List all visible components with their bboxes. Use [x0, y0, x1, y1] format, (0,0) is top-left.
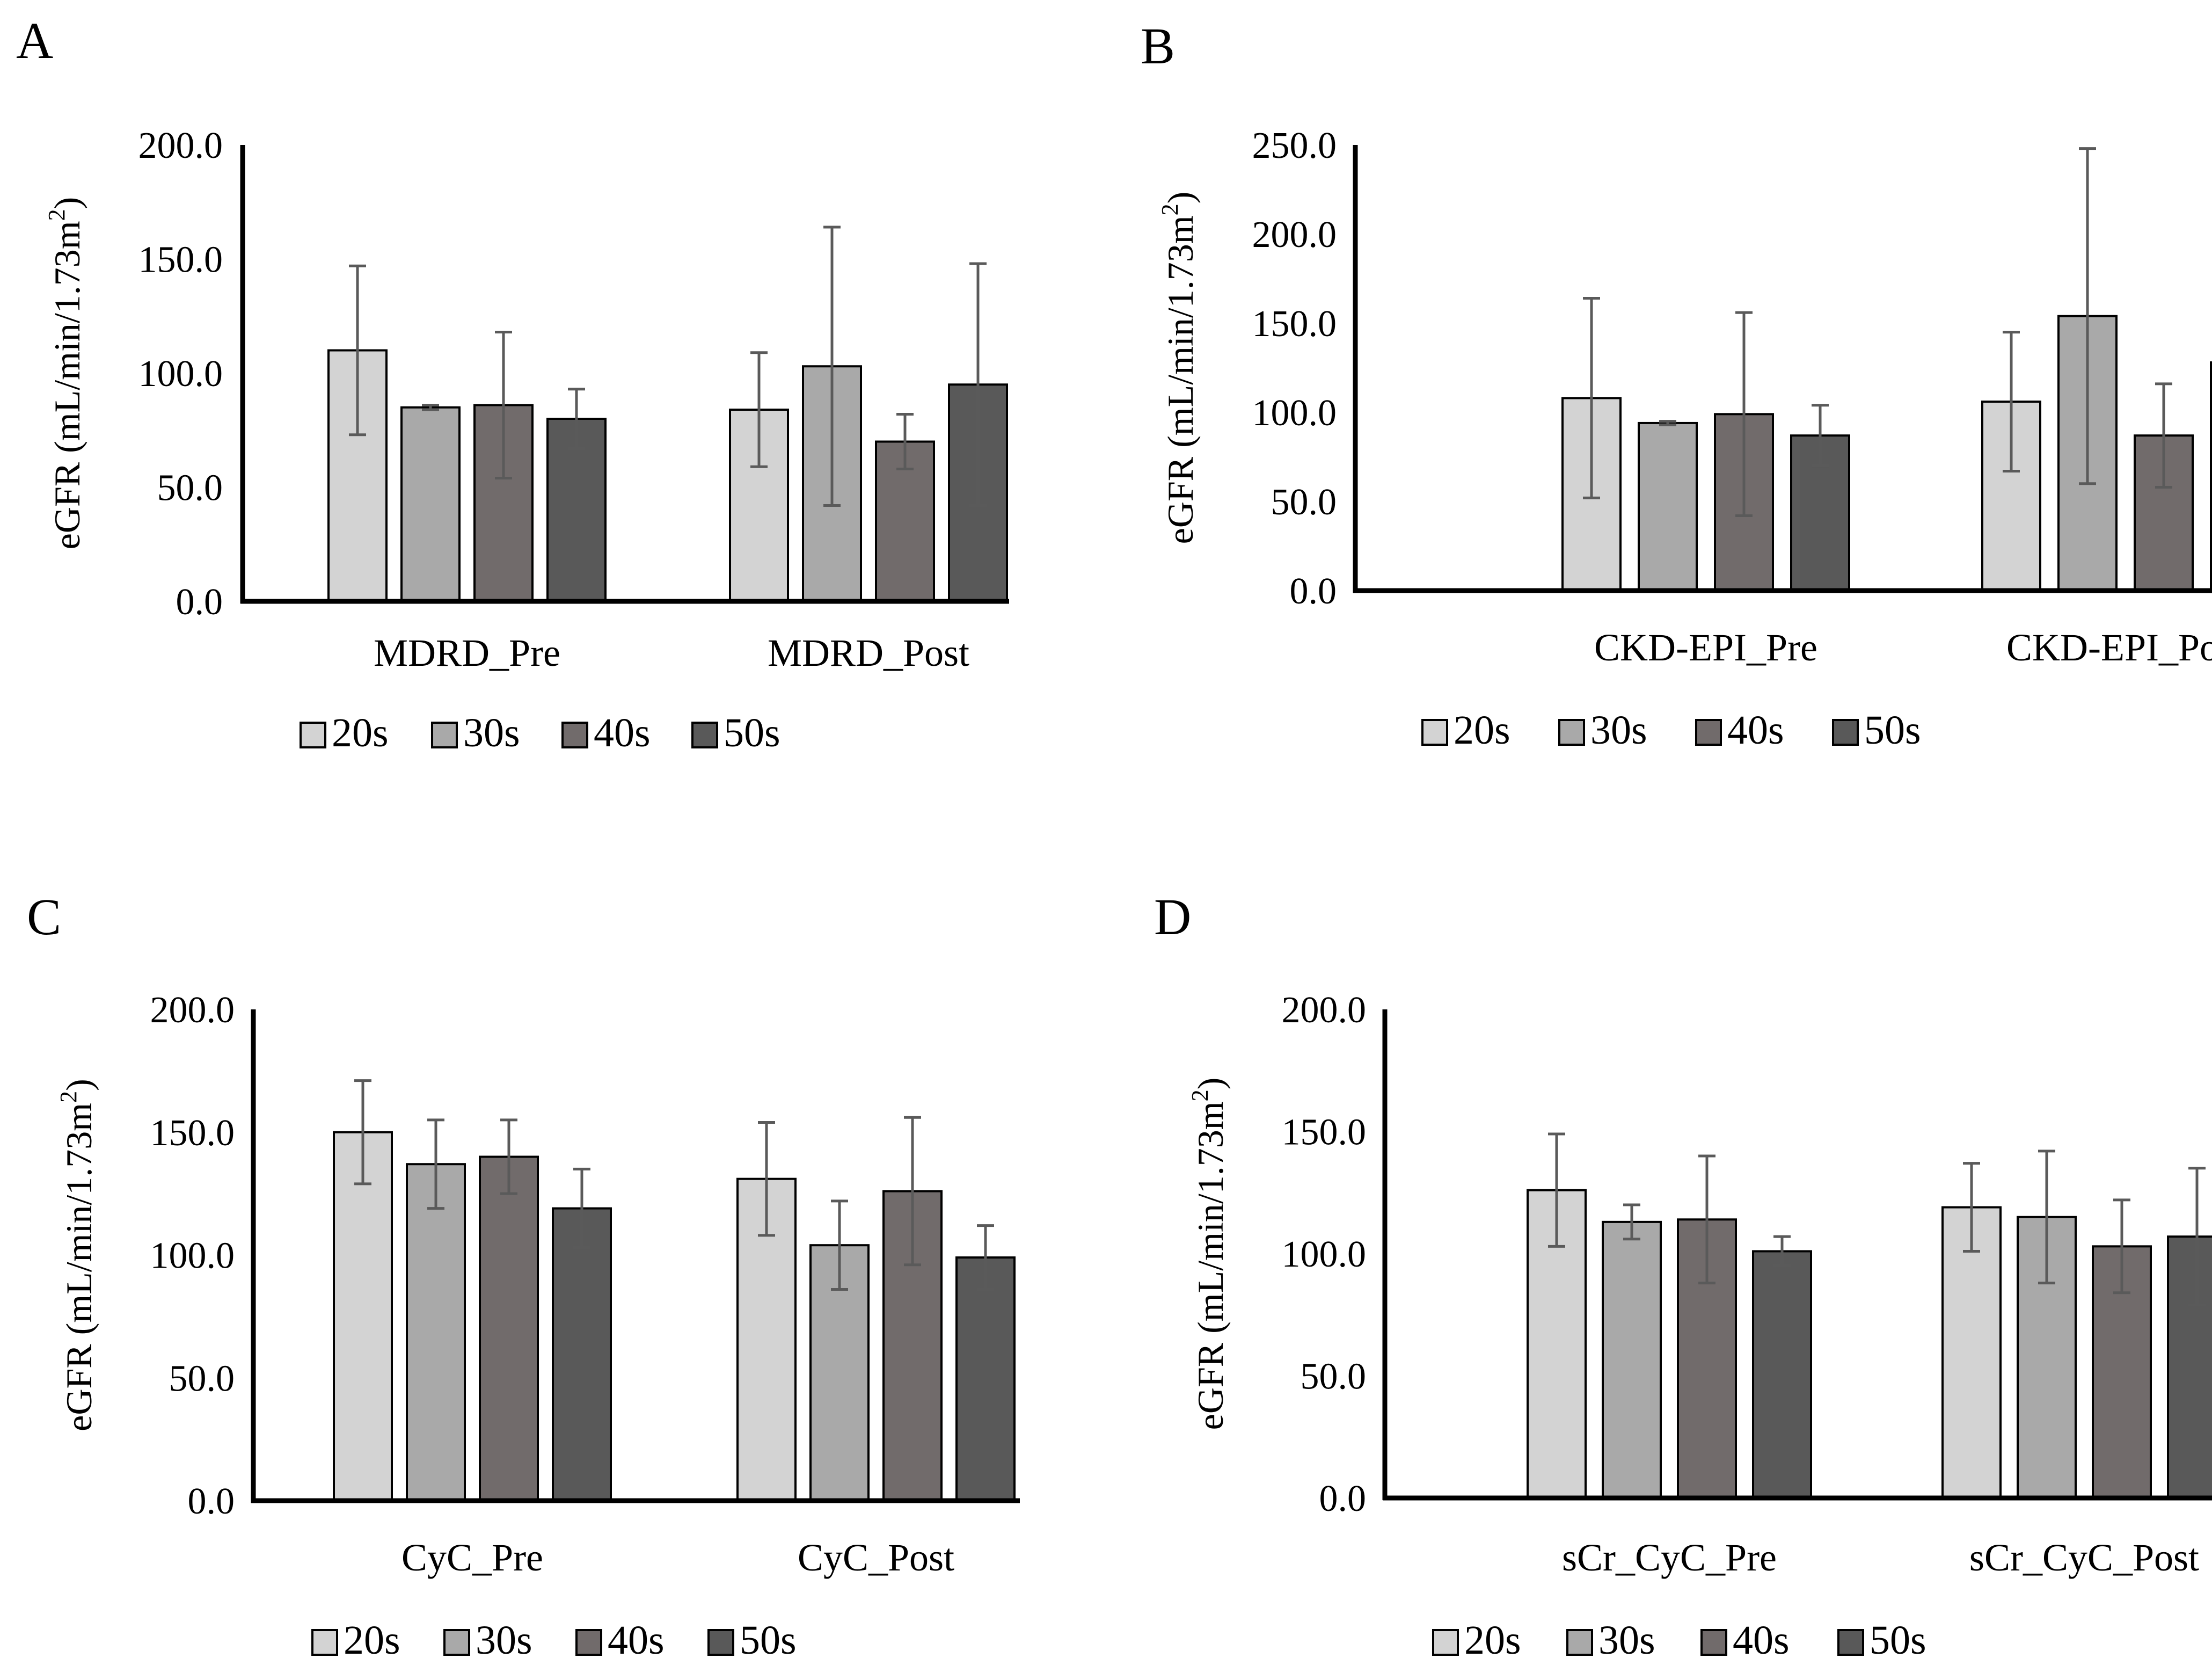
legend-label: 40s	[608, 1618, 665, 1663]
y-tick-label: 200.0	[150, 990, 235, 1031]
y-tick-label: 150.0	[1252, 303, 1337, 345]
panel-d: D 0.0 50.0 100.0 150.0 200.0 eGFR (mL/min/1.73…	[1154, 888, 2212, 1663]
legend-swatch-20s	[1421, 719, 1448, 746]
legend-label: 30s	[476, 1618, 532, 1663]
legend-swatch-50s	[691, 722, 718, 748]
legend-swatch-50s	[707, 1629, 734, 1656]
legend-swatch-50s	[1837, 1629, 1864, 1656]
x-category-label: MDRD_Post	[768, 631, 969, 674]
bar-50s-CyC_Pre	[552, 1207, 612, 1502]
y-tick-label: 150.0	[138, 239, 223, 281]
y-tick-label: 50.0	[157, 468, 223, 509]
x-category-label: MDRD_Pre	[374, 631, 560, 674]
bar-50s-CKD-EPI_Post	[2210, 361, 2212, 592]
x-category-label: CyC_Post	[798, 1536, 954, 1579]
y-tick-label: 100.0	[1282, 1234, 1367, 1275]
y-tick-label: 200.0	[1282, 990, 1367, 1031]
legend-label: 50s	[1864, 708, 1921, 753]
legend-label: 50s	[740, 1618, 797, 1663]
x-category-label: CKD-EPI_Post	[2006, 626, 2212, 669]
legend-swatch-40s	[561, 722, 588, 748]
legend-swatch-30s	[1558, 719, 1585, 746]
legend-label: 30s	[1598, 1618, 1655, 1663]
legend-label: 50s	[1870, 1618, 1926, 1663]
y-tick-label: 150.0	[150, 1112, 235, 1154]
legend-label: 20s	[1454, 708, 1510, 753]
legend-label: 20s	[332, 710, 389, 755]
y-tick-label: 200.0	[1252, 214, 1337, 256]
y-tick-label: 250.0	[1252, 125, 1337, 166]
y-tick-label: 50.0	[169, 1358, 235, 1399]
legend-swatch-20s	[1432, 1629, 1459, 1656]
bar-40s-CyC_Pre	[479, 1155, 539, 1502]
y-tick-label: 50.0	[1301, 1356, 1367, 1398]
legend-swatch-30s	[443, 1629, 470, 1656]
legend-swatch-20s	[300, 722, 326, 748]
y-tick-label: 0.0	[188, 1481, 235, 1522]
y-tick-label: 0.0	[176, 581, 223, 623]
y-axis-label: eGFR (mL/min/1.73m2)	[1187, 1078, 1231, 1430]
legend-swatch-40s	[1695, 719, 1722, 746]
bar-30s-sCr_CyC_Pre	[1602, 1220, 1662, 1500]
y-tick-label: 200.0	[138, 125, 223, 166]
panel-b: B 0.0 50.0 100.0 150.0 200.0 250.0 eGFR (mL/min…	[1141, 17, 2212, 753]
x-category-label: CKD-EPI_Pre	[1594, 626, 1817, 669]
panel-letter: B	[1141, 17, 1175, 75]
y-tick-label: 100.0	[138, 353, 223, 395]
legend-label: 40s	[1733, 1618, 1790, 1663]
legend-swatch-30s	[1566, 1629, 1593, 1656]
panel-letter: D	[1154, 888, 1191, 946]
y-axis-label: eGFR (mL/min/1.73m2)	[1157, 192, 1201, 544]
legend-label: 40s	[1727, 708, 1784, 753]
legend-label: 50s	[724, 710, 780, 755]
bar-50s-CyC_Post	[955, 1256, 1016, 1502]
bar-30s-CyC_Pre	[406, 1163, 466, 1502]
legend-swatch-50s	[1832, 719, 1859, 746]
legend-label: 40s	[594, 710, 651, 755]
legend-label: 20s	[1464, 1618, 1521, 1663]
y-tick-label: 100.0	[1252, 392, 1337, 434]
bar-50s-sCr_CyC_Pre	[1752, 1250, 1812, 1499]
y-tick-label: 50.0	[1271, 482, 1337, 523]
y-axis-label: eGFR (mL/min/1.73m2)	[43, 197, 87, 550]
legend-label: 30s	[463, 710, 520, 755]
x-category-label: sCr_CyC_Pre	[1562, 1536, 1777, 1579]
legend-swatch-20s	[311, 1629, 338, 1656]
y-tick-label: 0.0	[1319, 1478, 1367, 1519]
legend-swatch-40s	[575, 1629, 602, 1656]
x-category-label: sCr_CyC_Post	[1969, 1536, 2199, 1579]
bar-20s-sCr_CyC_Post	[1941, 1206, 2002, 1500]
y-tick-label: 100.0	[150, 1235, 235, 1277]
panel-c: C 0.0 50.0 100.0 150.0 200.0 eGFR (mL/min/1.73…	[27, 888, 1020, 1663]
y-axis-label: eGFR (mL/min/1.73m2)	[55, 1079, 99, 1431]
panel-a: A 0.0 50.0 100.0 150.0 200.0 eGFR (mL/min/1.73…	[16, 12, 1009, 755]
x-category-label: CyC_Pre	[401, 1536, 543, 1579]
legend-swatch-30s	[431, 722, 458, 748]
legend-swatch-40s	[1700, 1629, 1727, 1656]
panel-letter: A	[16, 12, 53, 69]
bar-30s-MDRD_Pre	[400, 406, 461, 602]
bar-50s-sCr_CyC_Post	[2167, 1235, 2212, 1499]
legend-label: 20s	[344, 1618, 400, 1663]
y-tick-label: 0.0	[1290, 571, 1337, 612]
bar-20s-CyC_Pre	[333, 1131, 393, 1502]
panel-letter: C	[27, 888, 61, 946]
y-tick-label: 150.0	[1282, 1112, 1367, 1153]
legend-label: 30s	[1590, 708, 1647, 753]
bar-30s-CKD-EPI_Pre	[1638, 421, 1698, 592]
